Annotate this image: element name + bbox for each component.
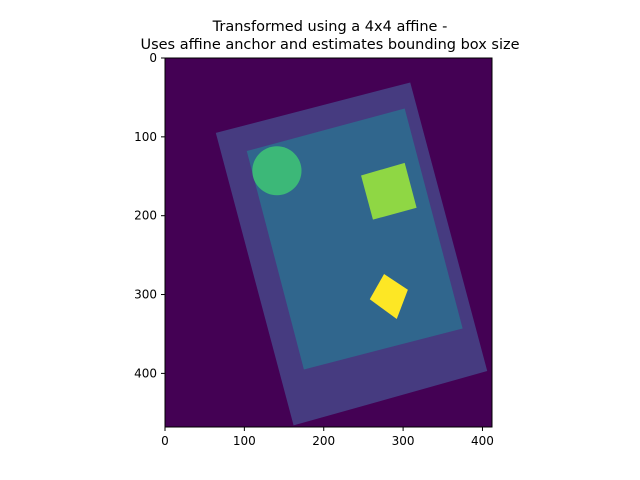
chart-title-line-1: Transformed using a 4x4 affine - [212,19,448,35]
x-tick-label: 100 [233,434,256,448]
plot-frame [164,57,493,428]
y-axis: 0 100 200 300 400 [134,51,165,380]
x-tick-label: 300 [392,434,415,448]
region-small-square [369,274,408,319]
image-regions [215,82,488,426]
y-tick-label: 200 [134,209,157,223]
x-tick-label: 0 [161,434,169,448]
y-tick-label: 300 [134,288,157,302]
chart-title-line-2: Uses affine anchor and estimates boundin… [140,37,519,53]
region-circle [252,146,302,196]
y-tick-label: 0 [149,51,157,65]
x-axis: 0 100 200 300 400 [161,427,494,448]
x-tick-label: 200 [312,434,335,448]
y-tick-label: 400 [134,366,157,380]
region-large-square [361,162,417,220]
x-tick-label: 400 [471,434,494,448]
plot-area [164,57,493,428]
y-tick-label: 100 [134,130,157,144]
